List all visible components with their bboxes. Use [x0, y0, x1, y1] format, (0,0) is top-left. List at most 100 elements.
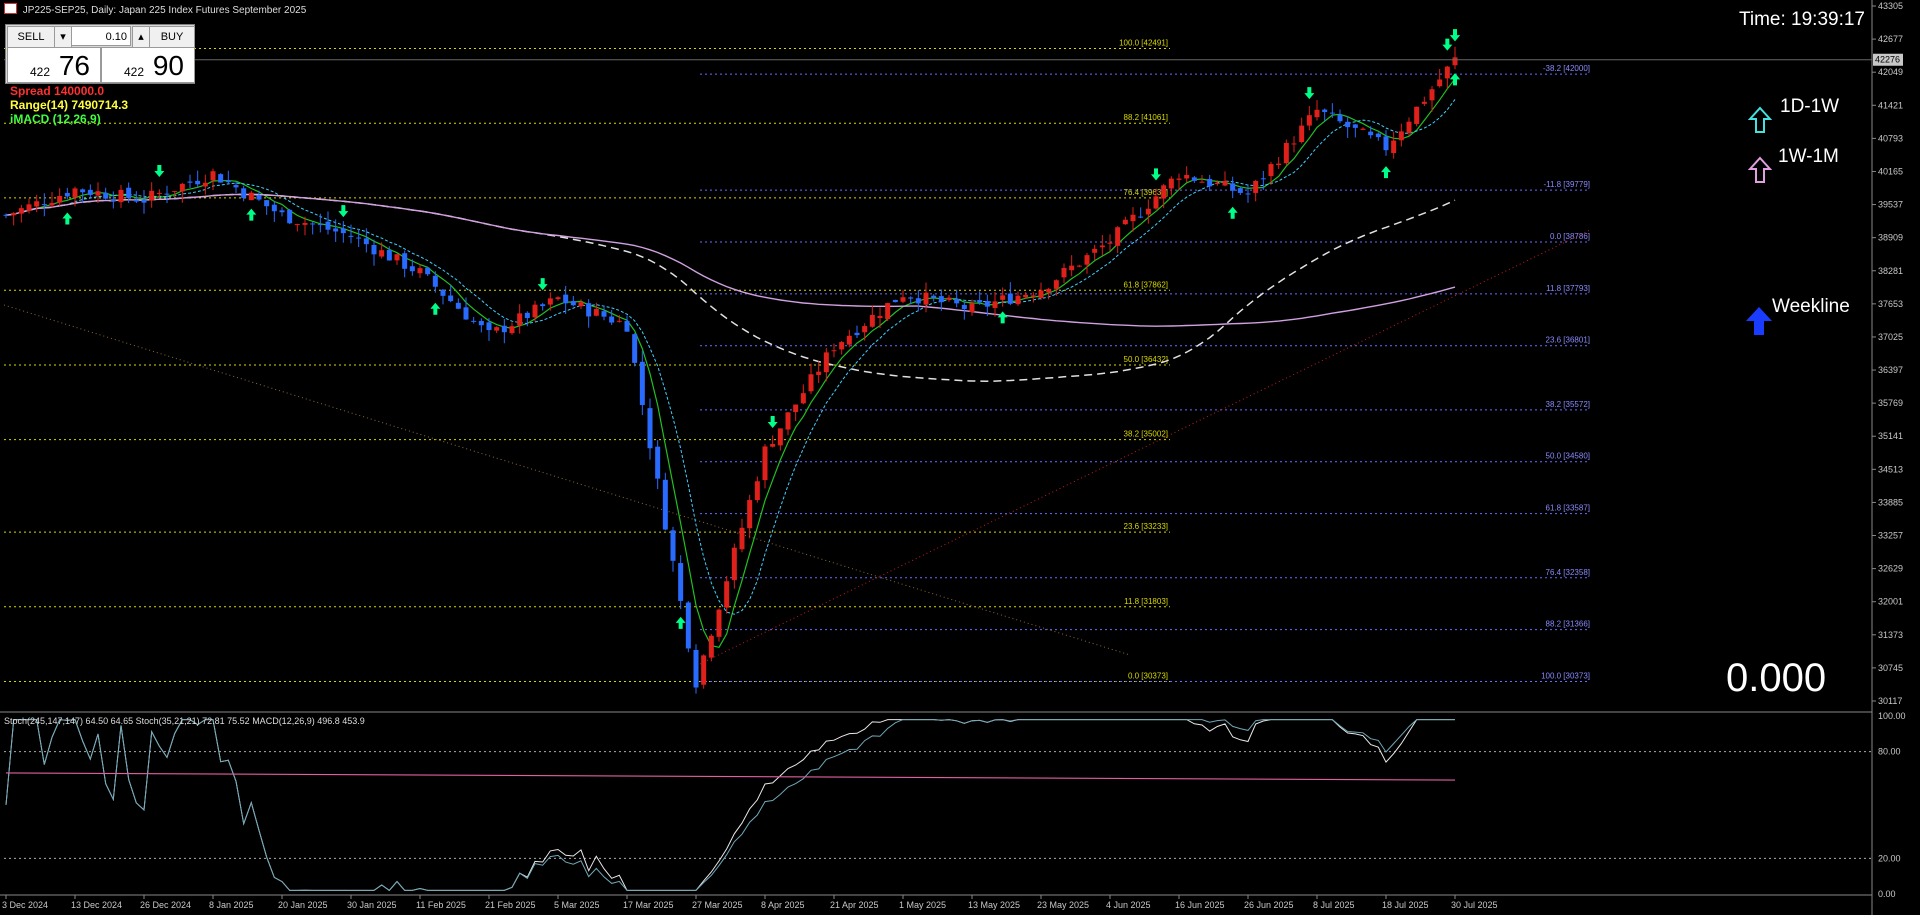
stochastic-subwindow[interactable]: 100.00 80.00 20.00 0.00: [4, 711, 1906, 899]
candle-body: [517, 313, 523, 326]
candle-body: [593, 308, 599, 316]
buy-price-big: 90: [152, 50, 184, 81]
macd-line: [5, 772, 1456, 781]
candle-body: [754, 481, 760, 501]
date-tick-label: 13 Dec 2024: [71, 900, 122, 910]
trend-line-down: [3, 304, 1131, 656]
candle-body: [172, 191, 178, 193]
fib-label-left: 23.6 [33233]: [1124, 522, 1168, 531]
candle-body: [218, 174, 224, 183]
price-tick-label: 41421: [1878, 100, 1903, 110]
candle-body: [1391, 140, 1397, 153]
candle-body: [1023, 294, 1029, 298]
fib-label-left: 100.0 [42491]: [1119, 39, 1168, 48]
candle-body: [670, 530, 676, 561]
candle-body: [655, 446, 661, 479]
candle-body: [1069, 265, 1075, 271]
ma-fast-line: [5, 78, 1456, 648]
candle-body: [678, 563, 684, 601]
candle-body: [793, 404, 799, 413]
date-tick-label: 8 Jan 2025: [209, 900, 254, 910]
candle-body: [1000, 295, 1006, 300]
candle-body: [762, 446, 768, 481]
date-tick-label: 5 Mar 2025: [554, 900, 600, 910]
candle-body: [126, 187, 132, 199]
price-tick-label: 32001: [1878, 597, 1903, 607]
date-tick-label: 26 Dec 2024: [140, 900, 191, 910]
candle-body: [195, 180, 201, 185]
candle-body: [1122, 219, 1128, 225]
price-tick-label: 38909: [1878, 233, 1903, 243]
up-arrow-icon: [675, 616, 686, 629]
date-tick-label: 26 Jun 2025: [1244, 900, 1294, 910]
buy-price[interactable]: 422 90: [101, 47, 195, 83]
up-arrow-icon: [997, 311, 1008, 324]
candle-body: [302, 222, 308, 225]
date-tick-label: 21 Feb 2025: [485, 900, 536, 910]
candle-body: [72, 188, 78, 198]
date-tick-label: 8 Apr 2025: [761, 900, 805, 910]
candle-body: [639, 361, 645, 406]
candle-body: [501, 325, 507, 333]
candle-body: [317, 224, 323, 226]
up-arrow-icon: [1381, 166, 1391, 179]
candle-body: [1375, 133, 1381, 138]
candlesticks[interactable]: [3, 46, 1458, 694]
candle-body: [394, 254, 400, 261]
candle-body: [923, 292, 929, 305]
candle-body: [731, 547, 737, 581]
price-tick-label: 38281: [1878, 266, 1903, 276]
fib-label-left: 0.0 [30373]: [1128, 671, 1168, 680]
candle-body: [179, 183, 185, 192]
lot-increase-button[interactable]: ▴: [132, 26, 150, 48]
candle-body: [1015, 295, 1021, 305]
one-click-trading-panel[interactable]: SELL ▾ 0.10 ▴ BUY 422 76 422 90: [5, 24, 195, 84]
candle-body: [946, 297, 952, 300]
buy-button[interactable]: BUY: [149, 26, 195, 48]
candle-body: [264, 200, 270, 207]
signal-arrows: [62, 29, 1460, 629]
price-tick-label: 37653: [1878, 299, 1903, 309]
lot-size-input[interactable]: 0.10: [71, 26, 131, 46]
candle-body: [1437, 79, 1443, 87]
candle-body: [118, 189, 124, 203]
lot-decrease-button[interactable]: ▾: [54, 26, 72, 48]
candle-body: [701, 655, 707, 685]
timeframe-label-1d-1w: 1D-1W: [1780, 96, 1840, 117]
candle-body: [770, 444, 776, 447]
candle-body: [271, 204, 277, 212]
candle-body: [509, 326, 515, 334]
sell-price[interactable]: 422 76: [7, 47, 101, 83]
ma-medium-line: [5, 99, 1456, 615]
candle-body: [1245, 193, 1251, 195]
date-tick-label: 30 Jul 2025: [1451, 900, 1498, 910]
date-tick-label: 11 Feb 2025: [416, 900, 466, 910]
candle-body: [1061, 268, 1067, 278]
timeframe-label-1w-1m: 1W-1M: [1778, 146, 1839, 167]
candle-body: [693, 649, 699, 688]
down-arrow-icon: [537, 278, 548, 291]
candle-body: [486, 322, 492, 331]
price-tick-label: 40165: [1878, 166, 1903, 176]
candle-body: [455, 302, 461, 309]
up-arrow-icon: [246, 208, 257, 221]
candle-body: [1444, 66, 1450, 79]
candle-body: [348, 235, 354, 237]
candle-body: [478, 320, 484, 326]
candle-body: [1161, 185, 1167, 199]
sell-button[interactable]: SELL: [7, 26, 55, 48]
fib-label-right: 61.8 [33587]: [1546, 504, 1590, 513]
candle-body: [1184, 174, 1190, 179]
candle-body: [1291, 143, 1297, 145]
candle-body: [1145, 208, 1151, 215]
candle-body: [777, 428, 783, 446]
candle-body: [524, 312, 530, 319]
date-tick-label: 27 Mar 2025: [692, 900, 743, 910]
candle-body: [831, 350, 837, 352]
candle-body: [1253, 180, 1259, 193]
range-label: Range(14) 7490714.3: [10, 98, 129, 112]
candle-body: [1421, 101, 1427, 104]
date-tick-label: 3 Dec 2024: [2, 900, 48, 910]
candle-body: [716, 609, 722, 637]
